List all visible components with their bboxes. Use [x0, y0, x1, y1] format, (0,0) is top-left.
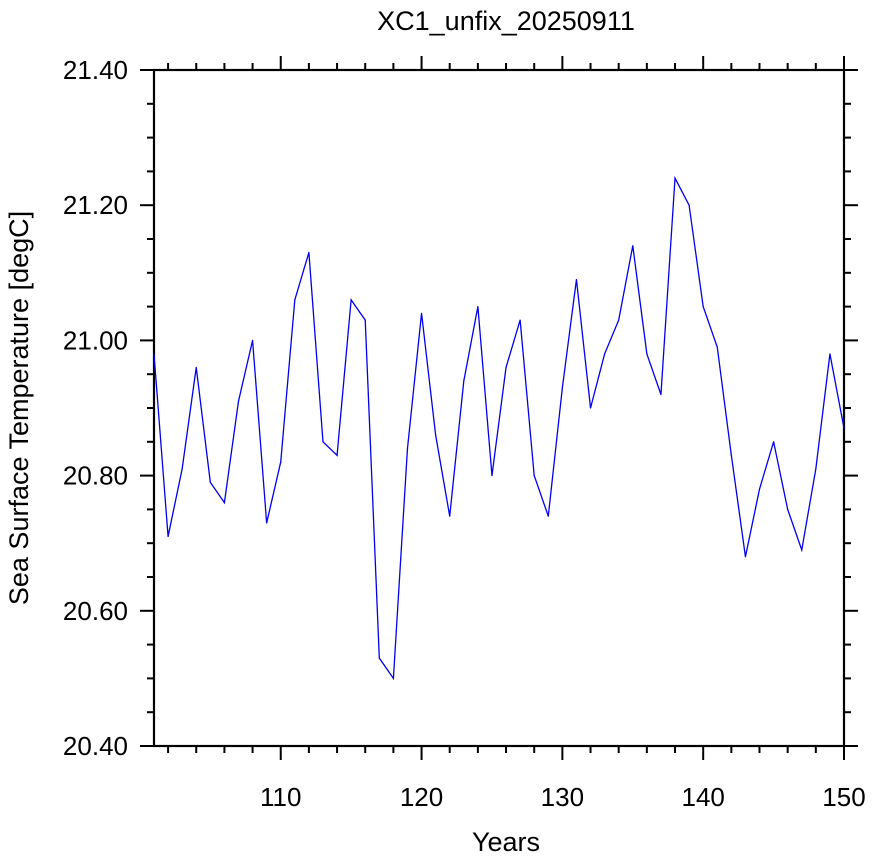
data-point	[280, 461, 282, 463]
y-tick-label: 21.20	[63, 190, 128, 220]
data-point	[223, 502, 226, 504]
data-point	[674, 177, 676, 179]
data-point	[730, 454, 732, 456]
y-tick-label: 21.00	[63, 325, 128, 355]
data-point	[688, 204, 690, 206]
data-point	[829, 353, 831, 355]
y-tick-label: 20.40	[63, 731, 128, 761]
data-point	[618, 319, 620, 321]
data-point	[153, 353, 155, 355]
x-tick-label: 140	[681, 782, 724, 812]
data-point	[195, 366, 197, 369]
data-point	[660, 393, 662, 396]
data-point	[604, 353, 606, 355]
data-point	[463, 380, 465, 382]
data-point	[589, 407, 592, 409]
data-point	[266, 522, 268, 524]
data-point	[181, 468, 183, 470]
data-point	[702, 306, 704, 308]
x-tick-label: 130	[541, 782, 584, 812]
data-point	[294, 299, 296, 301]
data-point	[322, 441, 324, 443]
x-tick-label: 110	[260, 782, 301, 812]
data-point	[435, 434, 437, 436]
data-point	[744, 556, 747, 558]
data-point	[336, 454, 338, 456]
data-point	[364, 319, 366, 321]
x-tick-label: 150	[822, 782, 865, 812]
data-point	[787, 508, 789, 510]
data-point	[505, 366, 507, 369]
data-point	[758, 488, 761, 490]
data-point	[533, 475, 535, 477]
data-point	[815, 468, 817, 470]
plot-frame	[152, 68, 846, 748]
x-axis-label: Years	[472, 827, 540, 857]
y-axis-label: Sea Surface Temperature [degC]	[4, 211, 34, 605]
data-point	[843, 427, 845, 429]
y-tick-label: 20.60	[63, 596, 128, 626]
data-point	[561, 387, 563, 389]
y-tick-label: 21.40	[63, 55, 128, 85]
axis-ticks	[140, 56, 858, 760]
data-point	[167, 535, 169, 538]
data-point	[449, 515, 451, 517]
data-point	[420, 312, 423, 314]
data-point	[350, 299, 352, 301]
data-point	[772, 441, 775, 443]
data-points	[153, 177, 845, 680]
data-point	[237, 400, 240, 402]
data-point	[406, 447, 409, 450]
data-point	[392, 677, 394, 680]
x-tick-label: 120	[400, 782, 443, 812]
data-point	[477, 306, 479, 308]
data-point	[716, 346, 718, 348]
data-point	[308, 251, 310, 254]
series-line	[153, 175, 845, 681]
data-point	[632, 245, 634, 247]
data-point	[209, 481, 211, 483]
data-point	[491, 475, 493, 477]
data-point	[646, 353, 648, 355]
data-point	[575, 278, 578, 281]
x-tick-labels: 110 120 130 140 150	[260, 782, 866, 812]
data-point	[519, 319, 521, 321]
chart-title: XC1_unfix_20250911	[377, 6, 635, 36]
y-tick-label: 20.80	[63, 461, 128, 491]
y-tick-labels: 20.40 20.60 20.80 21.00 21.20 21.40	[63, 55, 128, 761]
data-point	[547, 515, 549, 517]
data-point	[801, 549, 803, 551]
data-point	[251, 339, 254, 341]
data-point	[378, 657, 380, 659]
